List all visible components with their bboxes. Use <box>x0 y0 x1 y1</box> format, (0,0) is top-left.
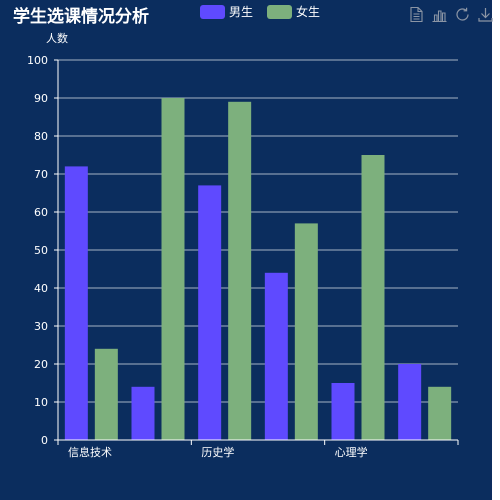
x-tick-label: 心理学 <box>335 445 368 459</box>
legend-label-male: 男生 <box>229 5 254 19</box>
legend-swatch-female <box>267 4 293 19</box>
bar-male <box>331 383 355 440</box>
data-view-icon[interactable] <box>408 6 425 23</box>
legend-swatch-male <box>200 4 225 19</box>
y-tick-label: 0 <box>41 434 48 447</box>
y-tick-label: 30 <box>34 320 48 333</box>
download-icon[interactable] <box>477 6 494 23</box>
bar-male <box>64 166 88 440</box>
x-tick-label: 历史学 <box>201 445 234 459</box>
bar-female <box>228 101 252 441</box>
y-tick-label: 40 <box>34 282 48 295</box>
gridlines <box>58 59 458 403</box>
y-tick-label: 10 <box>34 396 48 409</box>
bar-male <box>131 386 155 440</box>
legend-item-female[interactable]: 女生 <box>267 3 320 20</box>
y-tick-label: 50 <box>34 244 48 257</box>
legend: 男生 女生 <box>200 3 320 20</box>
bar-female <box>361 155 385 440</box>
y-tick-label: 90 <box>34 92 48 105</box>
y-axis-label: 人数 <box>46 32 68 45</box>
restore-icon[interactable] <box>454 6 471 23</box>
bars <box>64 98 452 441</box>
bar-female <box>294 223 318 440</box>
bar-male <box>264 272 288 440</box>
legend-label-female: 女生 <box>296 5 321 19</box>
y-tick-label: 100 <box>27 54 48 67</box>
bar-female <box>161 98 185 440</box>
chart-title: 学生选课情况分析 <box>13 7 149 27</box>
bar-male <box>398 364 422 440</box>
legend-item-male[interactable]: 男生 <box>200 3 253 20</box>
axes: 0 10 20 30 40 50 60 70 80 90 100 信息技术 历史学 心理学 <box>27 54 459 459</box>
y-tick-label: 20 <box>34 358 48 371</box>
bar-female <box>94 348 118 440</box>
bar-female <box>428 386 452 440</box>
y-tick-label: 80 <box>34 130 48 143</box>
y-tick-label: 60 <box>34 206 48 219</box>
toolbox <box>408 6 494 23</box>
bar-male <box>198 185 222 440</box>
x-tick-label: 信息技术 <box>68 445 112 459</box>
y-tick-label: 70 <box>34 168 48 181</box>
bar-chart-icon[interactable] <box>431 6 448 23</box>
